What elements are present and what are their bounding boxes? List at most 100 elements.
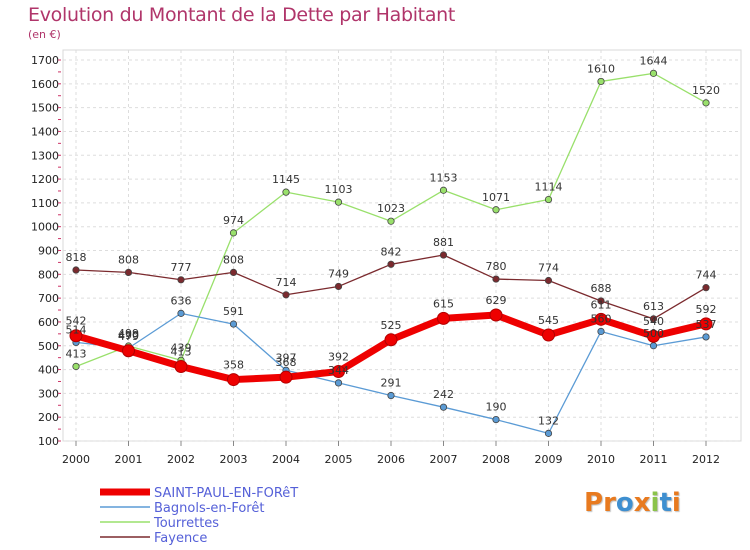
data-point [72, 266, 80, 274]
logo-letter: r [603, 488, 616, 518]
data-point [229, 229, 238, 237]
data-label: 1520 [692, 84, 720, 97]
x-tick-label: 2011 [640, 453, 668, 466]
data-label: 542 [66, 315, 87, 328]
x-tick-label: 2007 [430, 453, 458, 466]
logo-letter: i [671, 488, 681, 518]
data-label: 514 [66, 323, 87, 336]
data-point [229, 268, 238, 277]
legend-label: Bagnols-en-Forêt [154, 501, 264, 516]
x-tick-label: 2009 [535, 453, 563, 466]
data-point [702, 99, 710, 107]
data-label: 774 [538, 262, 559, 275]
data-point [542, 328, 555, 342]
x-tick-label: 2006 [377, 453, 405, 466]
data-label: 560 [591, 312, 612, 325]
data-label: 500 [643, 327, 664, 340]
legend-label: Tourrettes [153, 516, 219, 531]
data-label: 358 [223, 359, 244, 372]
y-tick-label: 600 [38, 316, 59, 329]
data-point [174, 359, 188, 373]
data-label: 1610 [587, 62, 615, 75]
data-point [69, 329, 83, 343]
data-label: 1145 [272, 173, 300, 186]
x-tick-label: 2004 [272, 453, 300, 466]
data-label: 132 [538, 414, 559, 427]
x-tick-label: 2010 [587, 453, 615, 466]
data-point [594, 312, 608, 326]
data-label: 629 [486, 294, 507, 307]
data-point [279, 370, 293, 384]
data-point [702, 333, 710, 341]
y-tick-label: 900 [38, 245, 59, 258]
data-label: 1644 [640, 54, 668, 67]
x-tick-label: 2008 [482, 453, 510, 466]
data-label: 1114 [535, 181, 563, 194]
data-point [122, 344, 135, 358]
data-label: 636 [171, 294, 192, 307]
data-label: 591 [223, 305, 244, 318]
data-label: 490 [118, 329, 139, 342]
legend-label: Fayence [154, 531, 207, 546]
data-point [384, 333, 398, 347]
y-tick-label: 1700 [31, 54, 59, 67]
data-label: 242 [433, 388, 454, 401]
data-point [227, 373, 240, 387]
y-tick-label: 500 [38, 340, 59, 353]
data-label: 545 [538, 314, 559, 327]
data-point [177, 276, 185, 284]
data-label: 190 [486, 401, 507, 414]
logo-letter: o [615, 488, 634, 518]
logo-letter: i [650, 488, 660, 518]
data-point [334, 198, 343, 206]
data-point [439, 251, 448, 259]
data-label: 780 [486, 260, 507, 273]
data-point [439, 186, 448, 194]
x-tick-label: 2001 [115, 453, 143, 466]
data-point [282, 291, 290, 299]
data-point [489, 308, 503, 322]
data-point [332, 364, 345, 378]
data-point [177, 309, 185, 317]
x-tick-label: 2000 [62, 453, 90, 466]
data-label: 439 [171, 341, 192, 354]
data-point [439, 403, 448, 411]
y-tick-label: 1300 [31, 149, 59, 162]
data-label: 1103 [325, 183, 353, 196]
data-label: 1023 [377, 202, 405, 215]
data-label: 613 [643, 300, 664, 313]
data-label: 344 [328, 364, 349, 377]
data-point [544, 195, 553, 204]
data-label: 974 [223, 214, 244, 227]
logo-letter: x [633, 488, 651, 518]
logo-letter: t [659, 488, 672, 518]
data-point [334, 282, 343, 291]
y-tick-label: 1100 [31, 197, 59, 210]
y-tick-label: 1200 [31, 173, 59, 186]
plot-area [62, 49, 742, 442]
data-label: 1153 [430, 171, 458, 184]
data-point [229, 320, 238, 328]
y-tick-label: 1400 [31, 125, 59, 138]
data-label: 525 [381, 319, 402, 332]
data-label: 615 [433, 297, 454, 310]
data-point [597, 327, 605, 336]
data-label: 499 [118, 327, 139, 340]
data-point [387, 260, 395, 268]
data-point [437, 311, 450, 325]
y-tick-label: 100 [38, 435, 59, 448]
data-point [72, 362, 80, 371]
x-tick-label: 2012 [692, 453, 720, 466]
data-point [649, 342, 658, 350]
data-label: 611 [591, 298, 612, 311]
x-tick-label: 2003 [220, 453, 248, 466]
data-point [492, 415, 500, 424]
data-label: 749 [328, 267, 349, 280]
data-point [124, 268, 133, 277]
chart-title: Evolution du Montant de la Dette par Hab… [28, 4, 456, 26]
data-point [334, 379, 343, 387]
data-label: 392 [328, 350, 349, 363]
data-point [597, 77, 605, 86]
